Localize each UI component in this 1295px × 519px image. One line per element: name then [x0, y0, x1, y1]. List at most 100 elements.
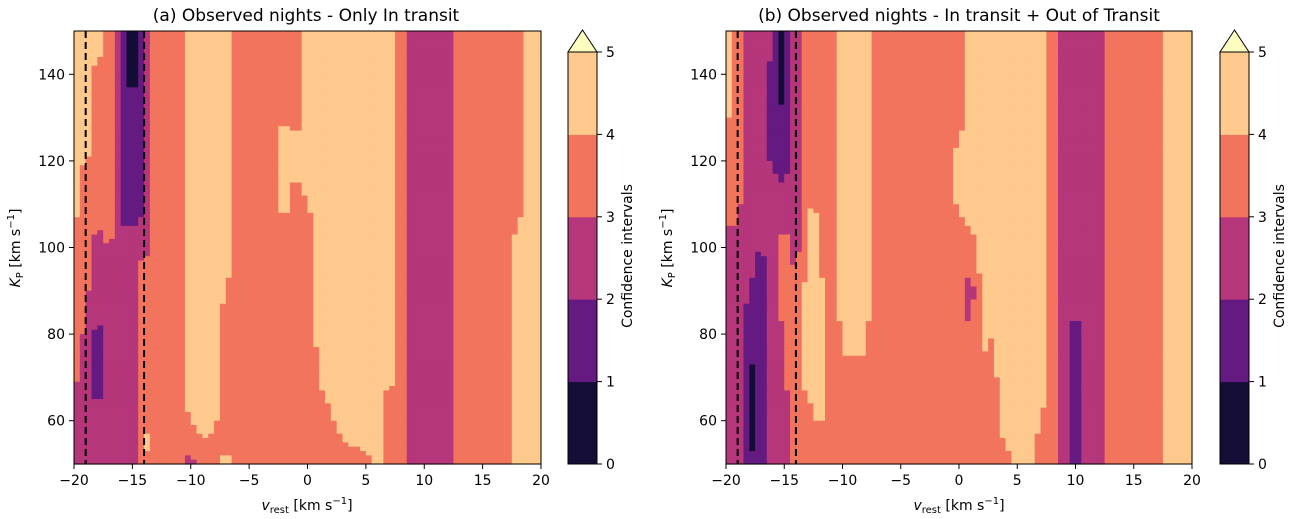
- panel-a-contour-cell: [301, 173, 309, 179]
- panel-a-contour-cell: [360, 69, 367, 75]
- panel-a-contour-cell: [126, 217, 133, 223]
- panel-a-contour-cell: [126, 43, 133, 49]
- panel-a-contour-cell: [196, 199, 204, 205]
- panel-a-contour-cell: [330, 438, 338, 443]
- panel-a-contour-cell: [126, 282, 133, 288]
- panel-a-contour-cell: [120, 312, 128, 318]
- panel-a-contour-cell: [219, 173, 227, 179]
- panel-a-contour-cell: [354, 126, 361, 132]
- panel-a-contour-cell: [260, 399, 268, 404]
- panel-a-contour-cell: [126, 31, 133, 36]
- panel-a-contour-cell: [97, 381, 104, 387]
- panel-a-contour-cell: [307, 108, 314, 114]
- panel-a-contour-cell: [155, 199, 163, 205]
- panel-a-contour-cell: [109, 31, 116, 36]
- panel-a-contour-cell: [313, 217, 320, 223]
- panel-a-contour-cell: [126, 65, 133, 71]
- panel-a-contour-cell: [225, 104, 233, 110]
- panel-a-contour-cell: [149, 351, 157, 357]
- panel-a-contour-cell: [295, 360, 303, 366]
- panel-a-contour-cell: [173, 347, 180, 353]
- panel-a-contour-cell: [144, 225, 151, 231]
- panel-a-contour-cell: [202, 117, 209, 123]
- panel-a-contour-cell: [126, 251, 133, 257]
- panel-a-contour-cell: [342, 61, 349, 67]
- panel-a-contour-cell: [79, 334, 87, 340]
- panel-a-contour-cell: [167, 130, 174, 136]
- panel-a-contour-cell: [325, 429, 332, 435]
- panel-a-contour-cell: [360, 338, 367, 344]
- panel-a-contour-cell: [254, 247, 262, 253]
- panel-a-contour-cell: [85, 195, 93, 201]
- panel-a-contour-cell: [336, 87, 344, 93]
- panel-a-contour-cell: [179, 95, 186, 101]
- panel-a-contour-cell: [272, 61, 279, 67]
- panel-a-contour-cell: [307, 156, 314, 162]
- panel-a-contour-cell: [278, 69, 285, 75]
- panel-a-contour-cell: [155, 329, 163, 335]
- panel-a-contour-cell: [225, 61, 233, 67]
- panel-a-contour-cell: [190, 108, 198, 114]
- panel-a-contour-cell: [319, 234, 326, 240]
- panel-a-contour-cell: [120, 243, 128, 249]
- panel-a-contour-cell: [120, 39, 128, 45]
- panel-a-contour-cell: [126, 368, 133, 374]
- panel-a-contour-cell: [272, 321, 279, 327]
- panel-a-contour-cell: [313, 95, 320, 101]
- panel-a-contour-cell: [260, 48, 268, 54]
- panel-a-contour-cell: [103, 65, 110, 71]
- panel-a-contour-cell: [284, 381, 291, 387]
- panel-a-contour-cell: [260, 295, 268, 301]
- panel-a-contour-cell: [97, 303, 104, 309]
- panel-a-contour-cell: [243, 152, 250, 158]
- panel-a-contour-cell: [202, 351, 209, 357]
- panel-a-contour-cell: [184, 442, 192, 448]
- panel-a-contour-cell: [155, 446, 163, 452]
- panel-a-contour-cell: [301, 234, 309, 240]
- panel-a-contour-cell: [214, 433, 221, 439]
- panel-a-contour-cell: [225, 394, 233, 400]
- panel-a-contour-cell: [360, 251, 367, 257]
- panel-a-contour-cell: [354, 212, 361, 218]
- panel-a-contour-cell: [155, 243, 163, 249]
- panel-a-contour-cell: [330, 48, 338, 54]
- panel-a-contour-cell: [126, 87, 133, 93]
- panel-a-contour-cell: [184, 273, 192, 279]
- panel-a-contour-cell: [278, 78, 285, 84]
- panel-a-contour-cell: [278, 186, 285, 192]
- panel-a-contour-cell: [243, 299, 250, 305]
- panel-a-contour-cell: [330, 325, 338, 331]
- panel-a-contour-cell: [325, 360, 332, 366]
- panel-a-contour-cell: [360, 221, 367, 227]
- panel-a-contour-cell: [225, 160, 233, 166]
- panel-a-contour-cell: [114, 143, 122, 149]
- panel-a-contour-cell: [149, 381, 157, 387]
- panel-a-contour-cell: [179, 126, 186, 132]
- panel-a-contour-cell: [284, 446, 291, 452]
- panel-a-contour-cell: [144, 35, 151, 41]
- panel-a-contour-cell: [354, 455, 361, 461]
- panel-a-contour-cell: [120, 282, 128, 288]
- panel-a-contour-cell: [97, 416, 104, 422]
- panel-a-contour-cell: [85, 429, 93, 435]
- panel-a-contour-cell: [103, 277, 110, 283]
- panel-a-contour-cell: [167, 208, 174, 214]
- panel-a-contour-cell: [301, 61, 309, 67]
- panel-a-contour-cell: [97, 316, 104, 322]
- panel-a-contour-cell: [260, 143, 268, 149]
- panel-a-contour-cell: [313, 91, 320, 97]
- panel-a-contour-cell: [196, 43, 204, 49]
- panel-a-contour-cell: [144, 364, 151, 370]
- panel-a-contour-cell: [289, 321, 297, 327]
- panel-a-contour-cell: [149, 347, 157, 353]
- panel-a-contour-cell: [155, 65, 163, 71]
- panel-a-contour-cell: [354, 256, 361, 262]
- panel-a-contour-cell: [184, 208, 192, 214]
- panel-a-contour-cell: [289, 186, 297, 192]
- panel-a-contour-cell: [74, 416, 81, 422]
- panel-a-contour-cell: [91, 104, 98, 110]
- panel-a-contour-cell: [173, 208, 180, 214]
- panel-a-contour-cell: [132, 459, 139, 465]
- panel-a-contour-cell: [214, 394, 221, 400]
- panel-a-contour-cell: [138, 399, 145, 404]
